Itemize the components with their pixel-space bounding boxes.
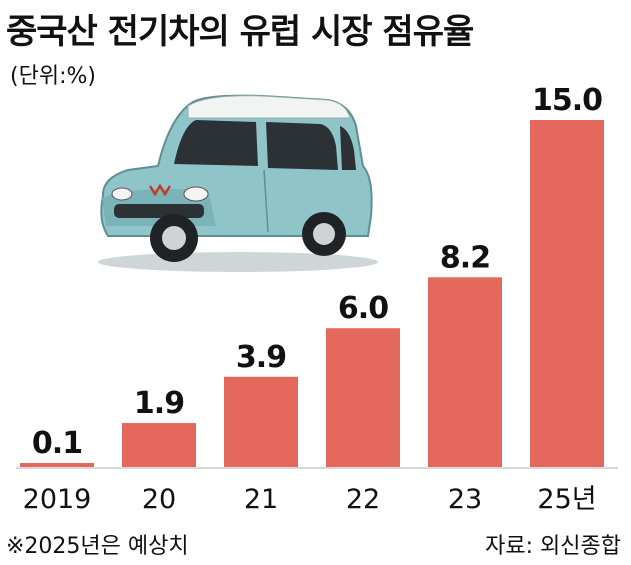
source-label: 자료: 외신종합 [485,534,621,559]
bar-3 [326,328,400,467]
category-label-4: 23 [448,484,482,515]
bar-5 [530,120,604,467]
car-rear-window [340,126,356,170]
value-label-0: 0.1 [32,426,82,461]
footnote: ※2025년은 예상치 [6,534,189,559]
car-headlight-right [183,186,209,202]
bar-0 [20,463,94,467]
category-label-0: 2019 [23,484,92,515]
value-label-1: 1.9 [134,386,184,421]
car-windshield [174,120,258,166]
value-label-4: 8.2 [440,240,490,275]
value-label-3: 6.0 [338,291,388,326]
car-roof [187,95,351,119]
bar-1 [122,423,196,467]
unit-label: (단위:%) [10,64,96,89]
car-logo [148,183,172,197]
category-label-2: 21 [244,484,278,515]
car-illustration [98,94,378,272]
bar-4 [428,277,502,467]
chart-title: 중국산 전기차의 유럽 시장 점유율 [6,12,474,52]
car-side-window [266,122,338,170]
bar-2 [224,376,298,467]
car-headlight-left [111,187,133,201]
value-label-5: 15.0 [532,83,602,118]
value-label-2: 3.9 [236,340,286,375]
category-label-1: 20 [142,484,176,515]
car-grille [114,204,204,218]
category-label-3: 22 [346,484,380,515]
category-label-5: 25년 [537,484,596,515]
